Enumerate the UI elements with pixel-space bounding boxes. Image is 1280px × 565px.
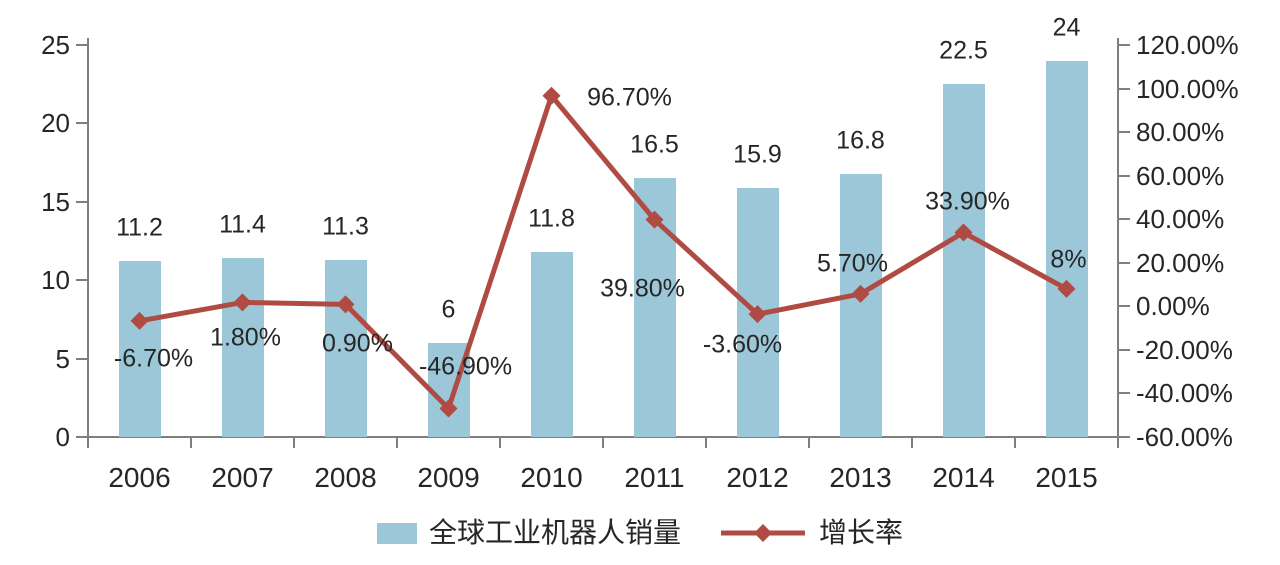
growth-rate-label: 1.80% [210, 323, 281, 352]
sales-bar [736, 187, 779, 437]
x-axis-tick [87, 437, 89, 448]
left-axis-tick-label: 20 [41, 108, 70, 139]
bar-series-legend-label: 全球工业机器人销量 [428, 517, 681, 548]
right-axis-tick-label: -40.00% [1136, 378, 1233, 409]
left-axis-tick [76, 122, 88, 125]
x-axis-category-label: 2007 [211, 462, 274, 493]
growth-rate-marker [542, 86, 561, 105]
bar-value-label: 22.5 [939, 36, 988, 65]
x-axis-category-label: 2011 [624, 462, 685, 493]
right-axis-tick-label: -60.00% [1136, 422, 1233, 452]
x-axis-category-label: 2008 [314, 462, 377, 493]
growth-rate-line [137, 93, 1069, 411]
left-axis-tick [76, 279, 88, 282]
right-axis-tick [1118, 261, 1130, 264]
x-axis-tick [705, 437, 707, 448]
bar-value-label: 11.8 [528, 204, 575, 233]
bar-value-label: 11.4 [219, 210, 266, 239]
sales-bar [530, 251, 573, 437]
growth-rate-label: 96.70% [587, 83, 672, 112]
left-y-axis-line [87, 38, 89, 448]
right-axis-tick [1118, 305, 1130, 308]
line-series-marker-icon [721, 524, 805, 542]
right-axis-tick-label: 120.00% [1136, 30, 1239, 60]
right-axis-tick [1118, 131, 1130, 134]
left-axis-tick [76, 200, 88, 203]
x-axis-tick [293, 437, 295, 448]
growth-rate-label: 39.80% [600, 274, 685, 303]
x-axis-category-label: 2015 [1035, 462, 1098, 493]
right-axis-tick-label: 40.00% [1136, 204, 1225, 235]
growth-rate-label: 0.90% [322, 329, 393, 358]
right-axis-tick [1118, 436, 1130, 438]
x-axis-tick [602, 437, 604, 448]
right-axis-tick [1118, 348, 1130, 351]
right-axis-tick [1118, 87, 1130, 90]
sales-bar [633, 178, 676, 437]
right-axis-tick-label: 0.00% [1136, 291, 1210, 322]
x-axis-category-label: 2012 [726, 462, 789, 493]
x-axis-category-label: 2014 [932, 462, 995, 493]
x-axis-tick [499, 437, 501, 448]
left-axis-tick-label: 10 [41, 265, 70, 296]
bar-value-label: 24 [1052, 13, 1081, 42]
bar-value-label: 6 [441, 295, 456, 324]
x-axis-tick [190, 437, 192, 448]
right-axis-tick [1118, 44, 1130, 46]
legend: 全球工业机器人销量 增长率 [0, 512, 1280, 554]
x-axis-tick [808, 437, 810, 448]
bar-value-label: 16.8 [836, 126, 885, 155]
right-axis-tick-label: 100.00% [1136, 73, 1239, 104]
bar-value-label: 15.9 [733, 140, 782, 169]
left-axis-tick [76, 44, 88, 46]
left-axis-tick-label: 0 [55, 422, 70, 452]
bar-value-label: 11.3 [322, 212, 369, 241]
right-axis-tick-label: 80.00% [1136, 117, 1225, 148]
right-y-axis-line [1117, 38, 1119, 448]
line-series-legend-label: 增长率 [819, 517, 904, 548]
growth-rate-label: 5.70% [817, 249, 888, 278]
bar-value-label: 11.2 [116, 213, 163, 242]
right-axis-tick [1118, 392, 1130, 395]
x-axis-tick [396, 437, 398, 448]
right-axis-tick-label: -20.00% [1136, 334, 1233, 365]
x-axis-category-label: 2010 [520, 462, 583, 493]
x-axis-category-label: 2009 [417, 462, 480, 493]
sales-bar [942, 84, 985, 437]
sales-bar [839, 173, 882, 437]
left-axis-tick [76, 436, 88, 438]
x-axis-tick [1117, 437, 1119, 448]
growth-rate-label: -3.60% [702, 330, 783, 359]
left-axis-tick [76, 357, 88, 360]
right-axis-tick-label: 60.00% [1136, 160, 1225, 191]
x-axis-tick [911, 437, 913, 448]
x-axis-tick [1014, 437, 1016, 448]
growth-rate-label: 33.90% [925, 187, 1010, 215]
right-axis-tick-label: 20.00% [1136, 247, 1225, 278]
bar-value-label: 16.5 [630, 130, 679, 159]
x-axis-category-label: 2006 [108, 462, 171, 493]
growth-rate-label: -46.90% [418, 352, 513, 381]
left-axis-tick-label: 25 [41, 30, 70, 60]
x-axis-category-label: 2013 [829, 462, 892, 493]
left-axis-tick-label: 15 [41, 186, 70, 217]
growth-rate-label: -6.70% [113, 344, 194, 373]
right-axis-tick [1118, 174, 1130, 177]
right-axis-tick [1118, 218, 1130, 221]
growth-rate-label: 8% [1050, 245, 1087, 274]
left-axis-tick-label: 5 [55, 343, 70, 374]
bar-series-swatch [376, 522, 417, 544]
